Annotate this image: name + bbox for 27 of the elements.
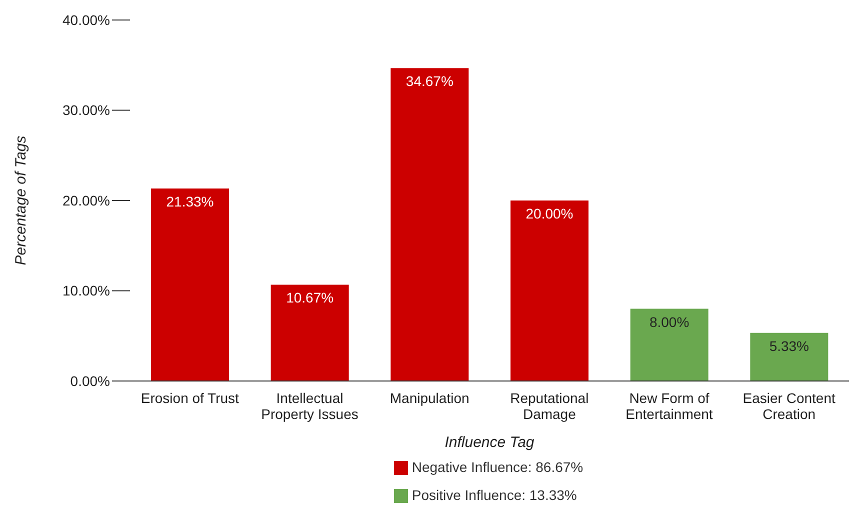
x-tick-label: Erosion of Trust [140, 390, 240, 406]
y-tick-label: 0.00% [70, 372, 110, 389]
bar [151, 188, 229, 381]
bar [270, 284, 349, 381]
data-label: 21.33% [166, 193, 214, 210]
x-tick-label: Easier Content Creation [742, 390, 836, 422]
x-tick-label: Intellectual Property Issues [261, 390, 358, 422]
data-label: 5.33% [769, 338, 810, 354]
y-axis-title: Percentage of Tags [12, 135, 30, 266]
bar [510, 200, 588, 381]
y-tick-label: 10.00% [62, 282, 110, 299]
bar [390, 68, 469, 381]
y-tick-label: 40.00% [62, 12, 110, 28]
y-tick-label: 30.00% [62, 102, 110, 118]
legend-label: Positive Influence: 13.33% [412, 487, 577, 503]
data-label: 34.67% [406, 73, 454, 90]
x-tick-label: Manipulation [390, 390, 470, 406]
data-label: 8.00% [649, 314, 690, 330]
data-label: 10.67% [286, 290, 334, 306]
bar [750, 332, 828, 381]
x-axis-title: Influence Tag [444, 434, 535, 451]
bar [630, 308, 708, 381]
x-tick-label: Reputational Damage [510, 390, 589, 422]
x-tick-label: New Form of Entertainment [626, 390, 713, 422]
y-tick-label: 20.00% [62, 192, 110, 208]
data-label: 20.00% [526, 206, 574, 222]
legend-label: Negative Influence: 86.67% [412, 459, 584, 475]
